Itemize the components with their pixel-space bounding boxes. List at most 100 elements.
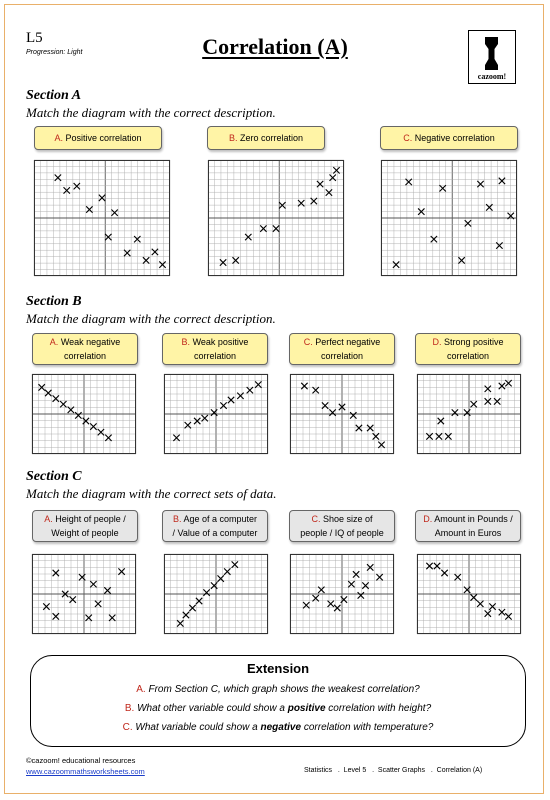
cross-point: [433, 562, 441, 570]
cross-point: [484, 385, 492, 393]
cross-point: [82, 417, 90, 425]
section-b-label-a[interactable]: A. Weak negative correlation: [32, 333, 138, 365]
cross-point: [217, 575, 225, 583]
section-c-graph-2[interactable]: [163, 553, 269, 635]
graph-border: [164, 374, 268, 454]
cross-point: [44, 389, 52, 397]
cross-point: [278, 201, 286, 209]
cross-point: [89, 580, 97, 588]
cross-point: [451, 409, 459, 417]
cross-point: [361, 582, 370, 590]
graph-border: [164, 554, 268, 634]
section-b-graph-3[interactable]: [289, 373, 395, 455]
cross-point: [85, 205, 93, 214]
cross-point: [219, 258, 227, 267]
cross-point: [254, 381, 262, 389]
section-b-label-d[interactable]: D. Strong positive correlation: [415, 333, 521, 365]
cross-point: [338, 403, 346, 411]
section-c-instruction: Match the diagram with the correct sets …: [26, 486, 277, 501]
footer-tags: Statistics . Level 5 . Scatter Graphs . …: [304, 767, 483, 774]
cross-point: [176, 619, 184, 627]
section-a-label-a[interactable]: A. Positive correlation: [34, 126, 162, 150]
cross-point: [172, 434, 181, 442]
section-a-graph-1[interactable]: [33, 159, 171, 277]
vase-icon: [485, 37, 498, 70]
cross-point: [484, 610, 492, 618]
section-c-graph-4[interactable]: [416, 553, 522, 635]
cross-point: [42, 603, 50, 611]
section-a-graph-3[interactable]: [380, 159, 518, 277]
section-b-graph-1[interactable]: [31, 373, 137, 455]
footer-url-link[interactable]: www.cazoommathsworksheets.com: [26, 767, 145, 776]
cross-point: [63, 186, 71, 195]
cross-point: [405, 178, 413, 186]
cross-point: [340, 596, 348, 604]
section-a-graph-2[interactable]: [207, 159, 345, 277]
footer-copyright: ©cazoom! educational resources: [26, 756, 136, 765]
cross-point: [377, 441, 386, 449]
cross-point: [437, 417, 445, 425]
section-b-graph-2[interactable]: [163, 373, 269, 455]
cross-point: [108, 614, 116, 622]
cross-point: [98, 194, 106, 202]
cross-point: [118, 568, 126, 576]
cross-point: [227, 396, 235, 404]
cross-point: [52, 569, 60, 577]
grid-lines: [207, 159, 345, 277]
cross-point: [329, 174, 337, 182]
extension-question-b: B. What other variable could show a posi…: [124, 703, 432, 714]
cross-point: [89, 423, 97, 431]
section-c-graph-3[interactable]: [289, 553, 395, 635]
cross-point: [476, 600, 484, 608]
cross-point: [316, 180, 324, 188]
cross-point: [366, 424, 374, 432]
section-c-heading: Section C: [26, 469, 82, 484]
section-b-graph-4[interactable]: [416, 373, 522, 455]
section-c-graph-1[interactable]: [31, 553, 137, 635]
extension-title: Extension: [246, 661, 310, 676]
cross-point: [504, 379, 513, 387]
cross-point: [464, 219, 472, 227]
section-a-label-b[interactable]: B. Zero correlation: [207, 126, 325, 150]
section-c-label-d[interactable]: D. Amount in Pounds / Amount in Euros: [415, 510, 521, 542]
cross-point: [333, 604, 341, 612]
cross-point: [300, 382, 308, 390]
cross-point: [158, 261, 167, 269]
cross-point: [488, 603, 497, 611]
cross-point: [73, 182, 81, 190]
cross-point: [484, 397, 492, 405]
cross-point: [85, 614, 93, 622]
section-a-heading: Section A: [26, 88, 82, 103]
cross-point: [498, 382, 506, 390]
section-c-label-b[interactable]: B. Age of a computer / Value of a compute…: [162, 510, 268, 542]
cross-point: [325, 188, 333, 197]
grid-lines: [380, 159, 518, 277]
grid-lines: [33, 159, 171, 277]
cross-point: [231, 561, 239, 569]
grid-lines: [31, 553, 137, 635]
section-c-label-a[interactable]: A. Height of people / Weight of people: [32, 510, 138, 542]
section-b-label-b[interactable]: B. Weak positive correlation: [162, 333, 268, 365]
section-b-instruction: Match the diagram with the correct descr…: [26, 311, 276, 326]
cross-point: [476, 180, 485, 188]
cross-point: [355, 424, 363, 432]
cross-point: [232, 256, 240, 264]
grid-lines: [31, 373, 137, 455]
cross-point: [317, 586, 325, 594]
cross-point: [349, 411, 357, 419]
cazoom-logo: cazoom!: [468, 30, 516, 84]
section-b-label-c[interactable]: C. Perfect negative correlation: [289, 333, 395, 365]
section-a-label-c[interactable]: C. Negative correlation: [380, 126, 518, 150]
cross-point: [201, 414, 209, 422]
cross-point: [69, 596, 77, 604]
section-a-instruction: Match the diagram with the correct descr…: [26, 105, 276, 120]
extension-question-c: C. What variable could show a negative c…: [122, 722, 434, 733]
cross-point: [104, 233, 112, 241]
section-c-label-c[interactable]: C. Shoe size of people / IQ of people: [289, 510, 395, 542]
cross-point: [463, 409, 471, 417]
cross-point: [470, 400, 478, 408]
page-title: Correlation (A): [202, 34, 348, 59]
cross-point: [498, 177, 506, 185]
cross-point: [425, 432, 434, 440]
cross-point: [103, 586, 112, 595]
